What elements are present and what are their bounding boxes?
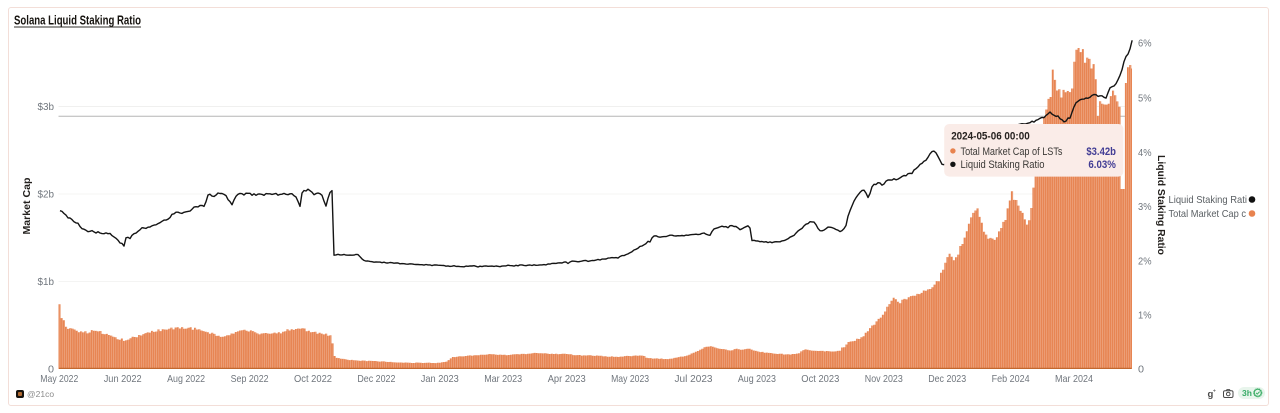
svg-text:Solana Liquid Staking Ratio: Solana Liquid Staking Ratio	[14, 14, 141, 28]
svg-text:Mar 2024: Mar 2024	[1055, 373, 1093, 385]
svg-text:g: g	[1208, 389, 1214, 399]
svg-text:6.03%: 6.03%	[1088, 159, 1116, 171]
svg-text:4%: 4%	[1138, 147, 1152, 159]
svg-text:Jul 2023: Jul 2023	[675, 373, 713, 385]
svg-text:Jan 2023: Jan 2023	[421, 373, 459, 385]
svg-text:5%: 5%	[1138, 93, 1152, 105]
svg-text:0: 0	[48, 364, 54, 376]
svg-text:$3.42b: $3.42b	[1086, 146, 1116, 158]
svg-text:Total Market Cap of LSTs: Total Market Cap of LSTs	[961, 146, 1063, 158]
svg-text:Jun 2022: Jun 2022	[104, 373, 142, 385]
svg-text:May 2022: May 2022	[40, 373, 78, 385]
svg-text:May 2023: May 2023	[611, 373, 649, 385]
svg-text:$3b: $3b	[38, 101, 55, 113]
svg-text:Aug 2022: Aug 2022	[167, 373, 205, 385]
svg-text:Dec 2023: Dec 2023	[928, 373, 966, 385]
svg-text:Apr 2023: Apr 2023	[548, 373, 586, 385]
svg-text:Nov 2023: Nov 2023	[865, 373, 903, 385]
svg-text:2024-05-06 00:00: 2024-05-06 00:00	[951, 130, 1029, 142]
svg-text:Liquid Staking Ratio: Liquid Staking Ratio	[961, 159, 1045, 171]
svg-text:6%: 6%	[1138, 38, 1152, 50]
svg-text:$2b: $2b	[38, 189, 55, 201]
svg-text:Dec 2022: Dec 2022	[357, 373, 395, 385]
svg-text:1%: 1%	[1138, 310, 1152, 322]
svg-text:2%: 2%	[1138, 255, 1152, 267]
svg-text:Total Market Cap c: Total Market Cap c	[1169, 208, 1247, 220]
svg-text:$1b: $1b	[38, 276, 55, 288]
svg-text:Aug 2023: Aug 2023	[738, 373, 776, 385]
svg-text:Sep 2022: Sep 2022	[231, 373, 269, 385]
svg-text:Oct 2022: Oct 2022	[294, 373, 332, 385]
svg-text:Liquid Staking Ratio: Liquid Staking Ratio	[1155, 155, 1167, 255]
svg-text:Oct 2023: Oct 2023	[801, 373, 839, 385]
svg-text:Mar 2023: Mar 2023	[484, 373, 522, 385]
svg-text:Market Cap: Market Cap	[21, 178, 33, 235]
svg-text:3%: 3%	[1138, 201, 1152, 213]
svg-text:0: 0	[1138, 364, 1144, 376]
svg-text:Feb 2024: Feb 2024	[992, 373, 1030, 385]
svg-text:Liquid Staking Rati: Liquid Staking Rati	[1169, 194, 1248, 206]
svg-text:+: +	[1213, 388, 1216, 394]
